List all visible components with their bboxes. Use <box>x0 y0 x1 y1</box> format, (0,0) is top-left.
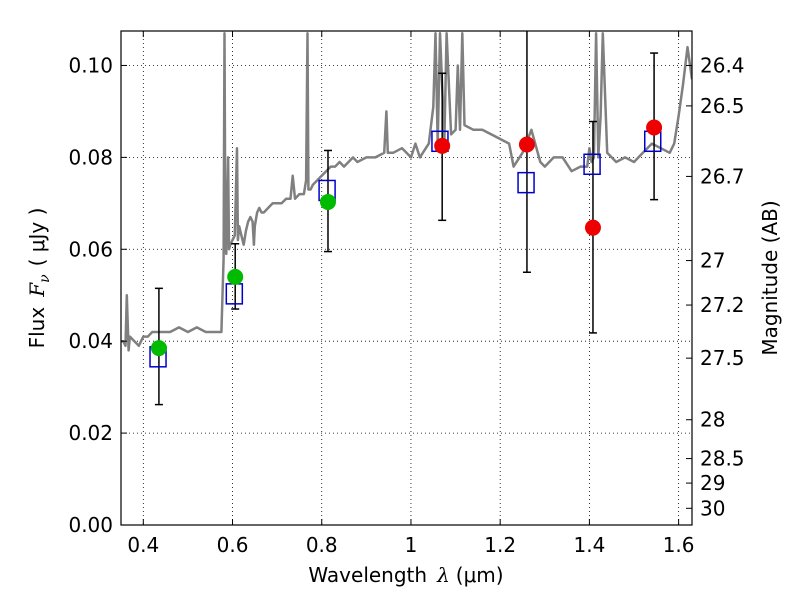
right-tick-label: 28 <box>700 408 725 432</box>
right-tick-label: 27.2 <box>700 293 745 317</box>
right-tick-label: 27 <box>700 249 725 273</box>
right-tick-label: 26.5 <box>700 94 745 118</box>
y-tick-label: 0.02 <box>68 421 113 445</box>
right-y-axis-label: Magnitude (AB) <box>758 200 782 355</box>
y-tick-label: 0.08 <box>68 145 113 169</box>
right-tick-label: 29 <box>700 471 725 495</box>
model-photometry-box <box>225 283 244 305</box>
x-tick-label: 1.2 <box>484 533 516 557</box>
y-tick-label: 0.10 <box>68 53 113 77</box>
observed-points-layer <box>150 119 663 357</box>
right-tick-label: 30 <box>700 496 725 520</box>
x-tick-label: 1.4 <box>573 533 605 557</box>
observed-point-red <box>518 136 535 153</box>
x-tick-label: 1 <box>405 533 418 557</box>
errorbar-layer <box>154 31 659 406</box>
x-axis-label: Wavelength λ (μm) <box>308 563 503 587</box>
model-spectrum-line <box>121 32 692 352</box>
observed-point-green <box>227 268 244 285</box>
observed-point-green <box>319 193 336 210</box>
y-tick-label: 0.00 <box>68 513 113 537</box>
right-tick-label: 26.4 <box>700 53 745 77</box>
observed-point-green <box>150 340 167 357</box>
x-tick-label: 1.6 <box>663 533 695 557</box>
right-tick-label: 26.7 <box>700 164 745 188</box>
ticks: 0.4 0.6 0.8 1 1.2 1.4 1.6 0.00 0.02 0.04 0.06 0.08 0… <box>68 31 745 557</box>
x-tick-label: 0.6 <box>217 533 249 557</box>
model-spectrum-layer <box>121 32 692 352</box>
model-photometry-box <box>583 153 601 176</box>
x-tick-label: 0.8 <box>306 533 338 557</box>
observed-point-red <box>584 219 601 236</box>
right-tick-label: 28.5 <box>700 447 745 471</box>
y-tick-label: 0.04 <box>68 329 113 353</box>
x-tick-label: 0.4 <box>127 533 159 557</box>
right-tick-label: 27.5 <box>700 346 745 370</box>
model-photometry-box <box>517 171 535 194</box>
y-tick-label: 0.06 <box>68 237 113 261</box>
observed-point-red <box>646 119 663 136</box>
plot-frame <box>120 30 693 526</box>
observed-point-red <box>434 137 451 154</box>
y-axis-label: FluxFν( μJy ) <box>25 208 53 349</box>
